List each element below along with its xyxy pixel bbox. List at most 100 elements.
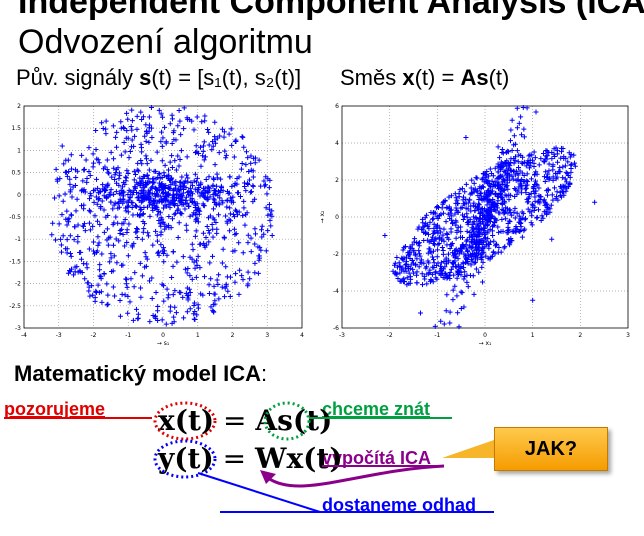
scatter-point [516, 213, 522, 219]
scatter-point [144, 256, 150, 262]
scatter-point [215, 193, 221, 199]
x-tick-label: -2 [387, 332, 393, 339]
scatter-point [200, 148, 206, 154]
jak-callout: JAK? [494, 427, 608, 471]
scatter-point [546, 168, 552, 174]
scatter-point [161, 298, 167, 304]
scatter-point [463, 252, 469, 258]
scatter-point [217, 133, 223, 139]
scatter-point [509, 148, 515, 154]
scatter-point [156, 198, 162, 204]
scatter-point [479, 248, 485, 254]
scatter-point [482, 244, 488, 250]
scatter-point [527, 209, 533, 215]
scatter-point [166, 173, 172, 179]
scatter-point [210, 143, 216, 149]
scatter-point [514, 125, 520, 131]
scatter-point [131, 241, 137, 247]
scatter-point [455, 209, 461, 215]
scatter-point [462, 189, 468, 195]
scatter-point [382, 233, 388, 238]
scatter-point [419, 271, 425, 277]
scatter-point [166, 185, 172, 191]
scatter-point [514, 191, 520, 197]
scatter-point [471, 180, 477, 186]
scatter-point [125, 310, 131, 316]
scatter-point [487, 226, 493, 232]
scatter-point [133, 306, 139, 312]
scatter-point [49, 232, 55, 238]
scatter-point [135, 160, 141, 166]
scatter-point [207, 213, 213, 219]
scatter-point [232, 180, 238, 186]
scatter-point [159, 281, 165, 287]
scatter-point [255, 270, 261, 276]
scatter-point [531, 160, 537, 166]
scatter-point [518, 227, 524, 233]
scatter-point [485, 188, 491, 194]
scatter-point [124, 239, 130, 245]
scatter-point [60, 233, 66, 239]
scatter-point [203, 177, 209, 183]
scatter-point [139, 273, 145, 279]
scatter-point [447, 309, 453, 315]
scatter-point [140, 211, 146, 217]
scatter-point [149, 191, 155, 197]
scatter-point [184, 309, 190, 315]
scatter-point [438, 318, 444, 324]
scatter-point [183, 222, 189, 228]
scatter-point [122, 216, 128, 222]
scatter-point [165, 167, 171, 173]
scatter-point [252, 160, 258, 166]
scatter-point [549, 192, 555, 198]
scatter-point [240, 277, 246, 283]
scatter-point [186, 293, 192, 299]
scatter-point [180, 190, 186, 196]
scatter-point [154, 232, 160, 238]
scatter-point [216, 212, 222, 218]
scatter-point [138, 285, 144, 291]
scatter-point [459, 246, 465, 252]
scatter-point [239, 160, 245, 166]
scatter-point [104, 237, 110, 243]
scatter-point [109, 268, 115, 274]
scatter-point [98, 276, 104, 282]
eq2-mixture: x(t) [286, 442, 343, 475]
scatter-point [435, 247, 441, 253]
scatter-point [156, 170, 162, 176]
scatter-point [183, 194, 189, 200]
scatter-point [219, 260, 225, 266]
scatter-point [171, 128, 177, 134]
scatter-point [406, 270, 412, 276]
scatter-point [138, 157, 144, 163]
scatter-point [67, 189, 73, 195]
scatter-point [493, 241, 499, 247]
scatter-point [200, 153, 206, 159]
scatter-point [108, 149, 114, 155]
scatter-point [435, 230, 441, 236]
scatter-point [456, 194, 462, 200]
scatter-point [434, 254, 440, 260]
scatter-point [203, 235, 209, 241]
scatter-point [491, 182, 497, 188]
scatter-point [224, 197, 230, 203]
scatter-point [452, 283, 458, 289]
scatter-point [134, 180, 140, 186]
scatter-point [71, 272, 77, 278]
scatter-point [495, 249, 501, 255]
scatter-point [241, 205, 247, 211]
scatter-point [495, 169, 501, 175]
scatter-point [544, 210, 550, 216]
scatter-point [150, 180, 156, 186]
scatter-point [263, 248, 269, 254]
scatter-point [464, 237, 470, 243]
scatter-point [468, 239, 474, 245]
scatter-point [129, 137, 135, 143]
scatter-point [229, 142, 235, 148]
scatter-point [403, 254, 409, 260]
scatter-point [401, 268, 407, 274]
scatter-point [497, 191, 503, 197]
scatter-point [245, 240, 251, 246]
scatter-point [149, 135, 155, 141]
scatter-point [74, 168, 80, 174]
